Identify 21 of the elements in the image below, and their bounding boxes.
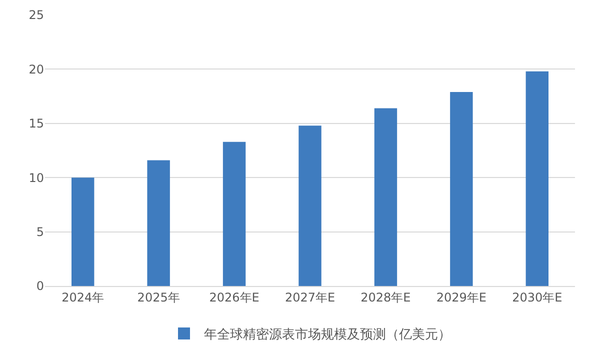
x-tick-label: 2025年 [137, 290, 180, 304]
y-tick-label: 15 [28, 116, 44, 131]
x-tick-label: 2027年E [284, 290, 336, 304]
x-tick-label: 2029年E [436, 290, 486, 304]
y-tick-label: 5 [36, 225, 44, 239]
bar [526, 71, 548, 286]
x-tick-label: 2028年E [360, 290, 411, 304]
x-tick-label: 2030年E [512, 290, 562, 304]
bar [222, 142, 246, 286]
x-tick-label: 2024年 [62, 290, 104, 304]
legend-label: 年全球精密源表市场规模及预测（亿美元） [204, 326, 451, 343]
bar [72, 178, 94, 286]
y-tick-label: 10 [28, 170, 44, 185]
x-tick-label: 2026年E [209, 290, 260, 304]
bar [374, 108, 398, 286]
y-tick-label: 0 [36, 279, 44, 294]
bar [298, 126, 322, 286]
y-tick-label: 25 [28, 8, 44, 22]
bar [147, 160, 170, 286]
y-tick-label: 20 [28, 62, 44, 76]
bar [450, 92, 473, 286]
